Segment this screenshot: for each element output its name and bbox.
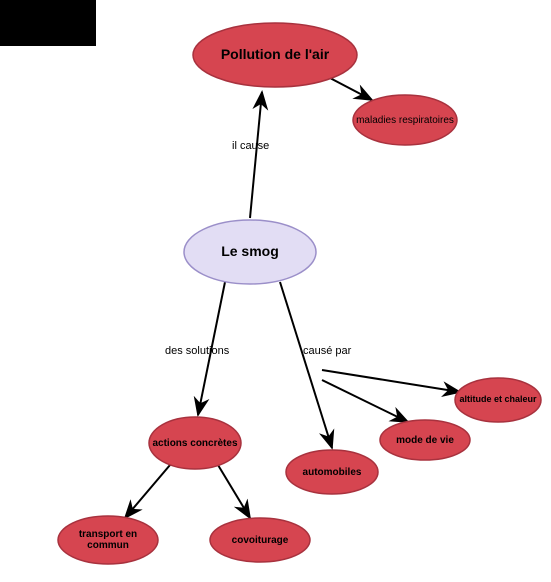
node-actions: actions concrètes <box>149 417 241 469</box>
node-smog: Le smog <box>184 220 316 284</box>
edge-e-cause-altitude <box>322 370 460 392</box>
node-pollution: Pollution de l'air <box>193 23 357 87</box>
edge-e-cause-modevie <box>322 380 408 422</box>
edge-e-smog-cause <box>280 282 332 448</box>
edge-label-e-smog-cause: causé par <box>303 345 351 357</box>
edge-e-actions-transport <box>125 465 170 518</box>
node-modevie: mode de vie <box>380 420 470 460</box>
edge-label-e-smog-actions: des solutions <box>165 345 229 357</box>
node-automobiles: automobiles <box>286 450 378 494</box>
edge-e-actions-covoiturage <box>218 465 250 518</box>
edge-e-pollution-maladies <box>330 78 372 100</box>
edge-e-smog-pollution <box>250 92 262 218</box>
node-transport: transport en commun <box>58 516 158 564</box>
node-covoiturage: covoiturage <box>210 518 310 562</box>
edge-label-e-smog-pollution: il cause <box>232 140 269 152</box>
node-maladies: maladies respiratoires <box>353 95 457 145</box>
diagram-svg <box>0 0 551 582</box>
node-altitude: altitude et chaleur <box>455 378 541 422</box>
